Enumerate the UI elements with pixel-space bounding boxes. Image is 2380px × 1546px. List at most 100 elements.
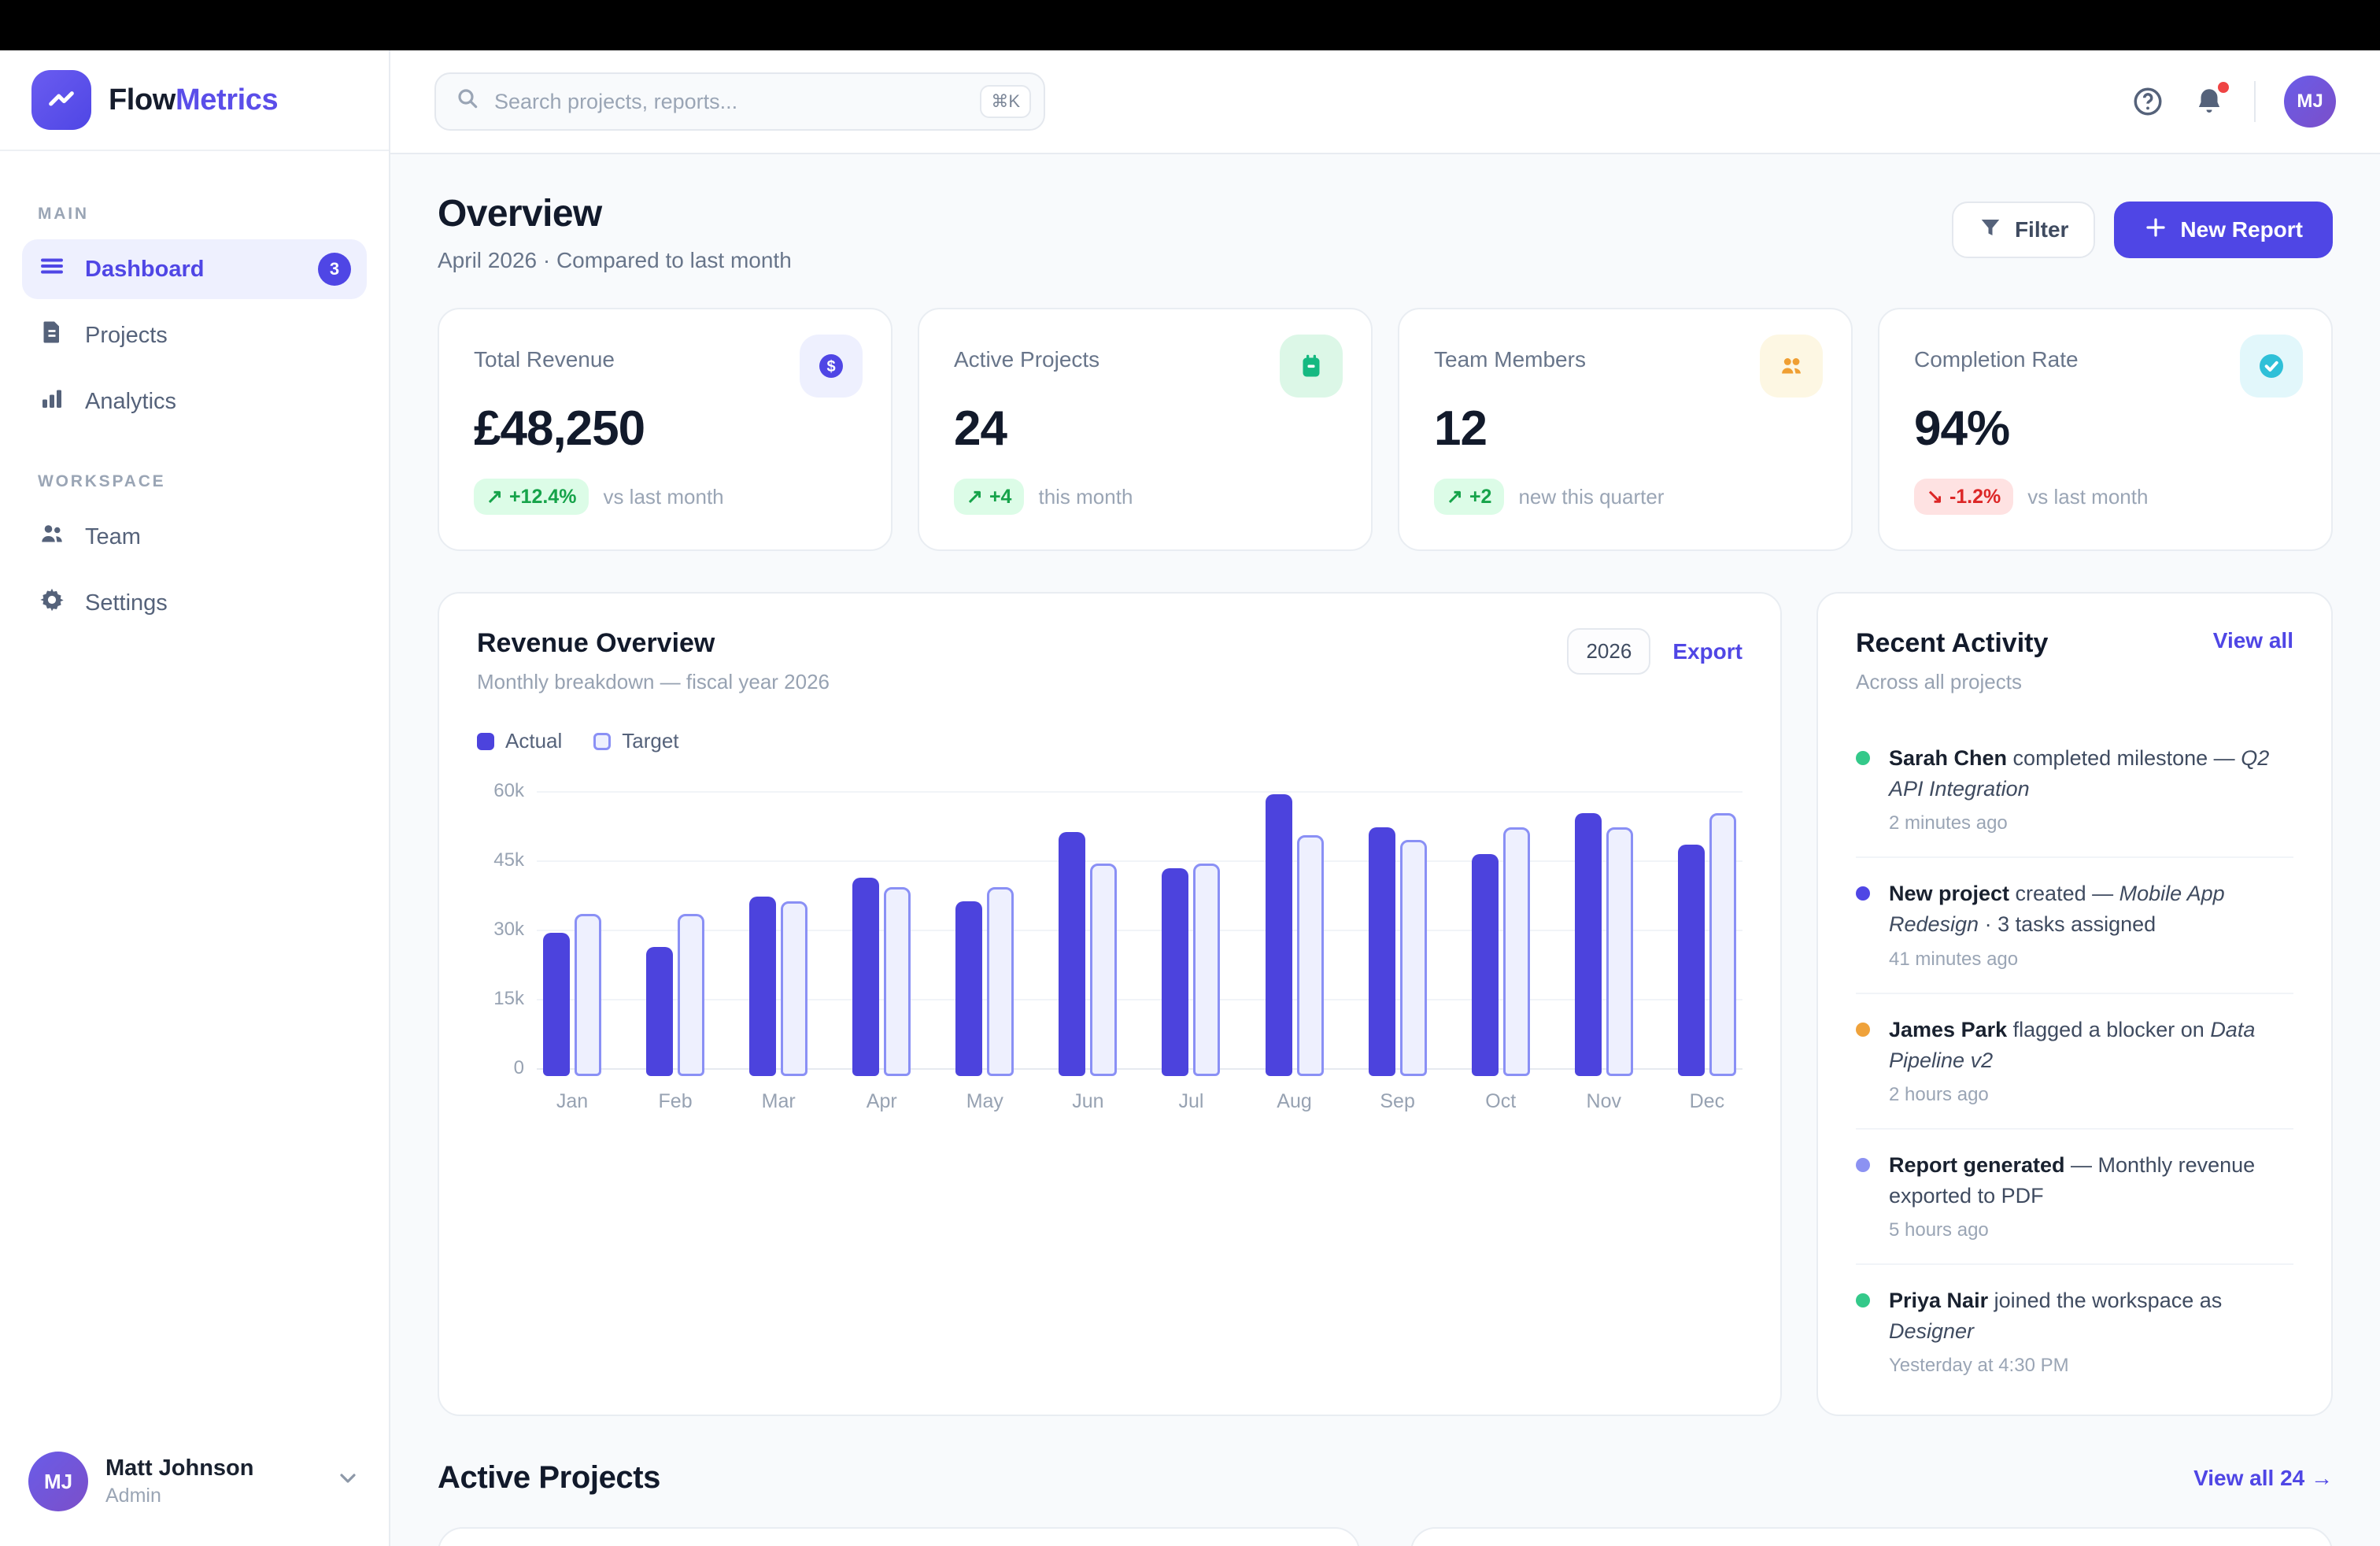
sidebar-item-label: Settings xyxy=(85,590,168,616)
actual-bar[interactable] xyxy=(749,897,777,1076)
notifications-bell-icon[interactable] xyxy=(2193,82,2229,118)
chevron-down-icon[interactable] xyxy=(335,1466,360,1497)
bar-group-jun[interactable] xyxy=(1059,832,1118,1076)
target-bar[interactable] xyxy=(678,914,705,1076)
target-bar[interactable] xyxy=(1502,827,1530,1076)
trend-up-icon: ↗ xyxy=(486,486,503,508)
legend-target: Target xyxy=(593,729,679,753)
sidebar-item-dashboard[interactable]: Dashboard 3 xyxy=(22,239,367,299)
actual-bar[interactable] xyxy=(955,901,983,1076)
actual-bar[interactable] xyxy=(1471,854,1499,1076)
trend-up-icon: ↗ xyxy=(1447,486,1463,508)
target-bar[interactable] xyxy=(884,887,911,1076)
divider xyxy=(2254,81,2256,122)
bar-group-oct[interactable] xyxy=(1471,827,1530,1076)
activity-text: James Park flagged a blocker on Data Pip… xyxy=(1889,1017,2256,1072)
sidebar-item-team[interactable]: Team xyxy=(22,507,367,567)
menu-icon xyxy=(38,252,66,287)
main-content: Overview April 2026 · Compared to last m… xyxy=(390,154,2380,1546)
activity-timestamp: 5 hours ago xyxy=(1889,1219,1989,1241)
target-bar[interactable] xyxy=(1399,840,1427,1076)
target-bar[interactable] xyxy=(781,901,808,1076)
actual-bar[interactable] xyxy=(1677,845,1705,1076)
bar-group-jan[interactable] xyxy=(543,914,601,1076)
stat-cards-row: Total Revenue $ £48,250 ↗ +12.4% vs last … xyxy=(438,308,2333,551)
bar-group-aug[interactable] xyxy=(1265,794,1324,1076)
x-axis-labels: Jan Feb Mar Apr May Jun Jul Aug Sep Oct Nov Dec xyxy=(543,1090,1736,1113)
actual-bar[interactable] xyxy=(1059,832,1086,1076)
activity-text: Report generated — Monthly revenue expor… xyxy=(1889,1152,2256,1208)
target-bar[interactable] xyxy=(1090,864,1118,1076)
actual-bar[interactable] xyxy=(1162,868,1189,1076)
revenue-bar-chart: 60k 45k 30k 15k 0 xyxy=(477,780,1743,1078)
sidebar-user-menu[interactable]: MJ Matt Johnson Admin xyxy=(0,1426,389,1546)
search-box[interactable]: ⌘K xyxy=(434,72,1045,131)
export-link[interactable]: Export xyxy=(1672,638,1743,664)
target-bar[interactable] xyxy=(1606,827,1633,1076)
actual-bar[interactable] xyxy=(852,878,880,1076)
activity-list: Sarah Chen completed milestone — Q2 API … xyxy=(1856,723,2293,1399)
sidebar-nav: MAIN Dashboard 3 Projects Analytics xyxy=(0,151,389,1426)
bar-group-feb[interactable] xyxy=(646,914,705,1076)
bar-group-mar[interactable] xyxy=(749,897,808,1076)
x-tick: Apr xyxy=(866,1090,897,1112)
header-avatar[interactable]: MJ xyxy=(2284,76,2336,128)
x-tick: Oct xyxy=(1485,1090,1517,1112)
bar-group-sep[interactable] xyxy=(1368,827,1427,1076)
projects-view-all-link[interactable]: View all 24 → xyxy=(2193,1465,2333,1490)
filter-button[interactable]: Filter xyxy=(1951,202,2096,258)
activity-dot xyxy=(1856,1293,1870,1308)
actual-bar[interactable] xyxy=(1368,827,1395,1076)
target-bar[interactable] xyxy=(1296,835,1324,1076)
x-tick: Dec xyxy=(1689,1090,1725,1112)
bar-group-apr[interactable] xyxy=(852,878,911,1076)
sidebar-item-projects[interactable]: Projects xyxy=(22,305,367,365)
sidebar-item-settings[interactable]: Settings xyxy=(22,573,367,633)
target-bar[interactable] xyxy=(1193,864,1221,1076)
year-selector[interactable]: 2026 xyxy=(1567,628,1651,675)
bar-group-may[interactable] xyxy=(955,887,1014,1076)
target-bar[interactable] xyxy=(987,887,1014,1076)
activity-subtitle: Across all projects xyxy=(1856,670,2022,693)
help-icon[interactable] xyxy=(2131,85,2164,118)
sidebar-item-analytics[interactable]: Analytics xyxy=(22,372,367,431)
stat-label: Active Projects xyxy=(954,347,1100,372)
new-report-button[interactable]: New Report xyxy=(2114,202,2333,258)
stat-value: 94% xyxy=(1914,401,2010,456)
activity-view-all-link[interactable]: View all xyxy=(2212,628,2293,653)
activity-item[interactable]: James Park flagged a blocker on Data Pip… xyxy=(1856,994,2293,1130)
delta-badge: ↘ -1.2% xyxy=(1914,479,2014,515)
project-card-mobile-app-redesign[interactable]: 📱 Active Mobile App Redesign Complete UI… xyxy=(1410,1527,2333,1546)
activity-item[interactable]: Report generated — Monthly revenue expor… xyxy=(1856,1130,2293,1266)
actual-bar[interactable] xyxy=(1265,794,1292,1076)
x-tick: Nov xyxy=(1586,1090,1622,1112)
users-icon xyxy=(1760,335,1823,398)
project-card-platform-migration[interactable]: 🚀 Active Platform Migration 2026 Full in… xyxy=(438,1527,1360,1546)
calendar-icon xyxy=(1280,335,1343,398)
bar-group-dec[interactable] xyxy=(1677,813,1736,1076)
bar-group-nov[interactable] xyxy=(1574,813,1633,1076)
activity-timestamp: 2 hours ago xyxy=(1889,1083,1989,1105)
legend-actual: Actual xyxy=(477,729,562,753)
activity-dot xyxy=(1856,1157,1870,1172)
revenue-overview-card: Revenue Overview Monthly breakdown — fis… xyxy=(438,592,1782,1417)
nav-section-main: MAIN xyxy=(38,205,89,223)
gear-icon xyxy=(38,586,66,620)
target-bar[interactable] xyxy=(1709,813,1736,1076)
active-projects-title: Active Projects xyxy=(438,1460,661,1496)
actual-bar[interactable] xyxy=(1574,813,1602,1076)
bar-groups xyxy=(543,791,1736,1076)
stat-value: £48,250 xyxy=(474,401,645,456)
target-bar[interactable] xyxy=(575,914,601,1076)
activity-item[interactable]: Priya Nair joined the workspace as Desig… xyxy=(1856,1265,2293,1399)
actual-bar[interactable] xyxy=(646,947,674,1076)
activity-item[interactable]: New project created — Mobile App Redesig… xyxy=(1856,858,2293,994)
y-tick: 60k xyxy=(493,780,524,801)
trend-up-icon: ↗ xyxy=(966,486,983,508)
trending-up-icon xyxy=(31,70,91,130)
search-input[interactable] xyxy=(494,89,966,114)
stat-label: Total Revenue xyxy=(474,347,615,372)
bar-group-jul[interactable] xyxy=(1162,864,1221,1076)
actual-bar[interactable] xyxy=(543,933,570,1076)
activity-item[interactable]: Sarah Chen completed milestone — Q2 API … xyxy=(1856,723,2293,859)
